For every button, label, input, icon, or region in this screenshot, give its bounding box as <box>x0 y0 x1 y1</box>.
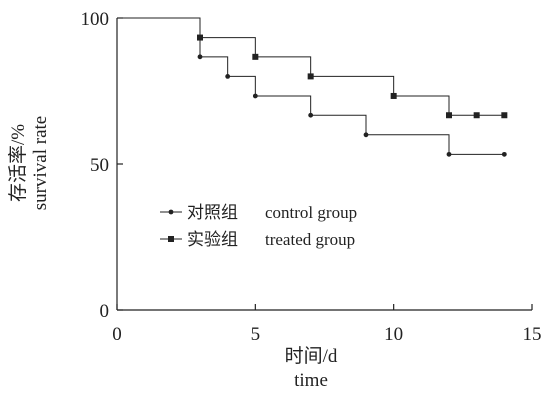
control-legend-label-en: control group <box>265 203 357 222</box>
y-axis-title-en: survival rate <box>30 116 51 210</box>
treated-point <box>446 112 452 119</box>
legend: 对照组 control group 实验组 treated group <box>160 203 357 249</box>
treated-point <box>307 73 314 80</box>
x-tick-label: 0 <box>112 324 122 345</box>
control-point <box>225 74 231 79</box>
control-point <box>501 151 507 157</box>
treated-point <box>390 92 397 99</box>
treated-legend-label-cn: 实验组 <box>187 230 238 249</box>
y-tick-label: 50 <box>90 155 109 176</box>
x-tick-label: 15 <box>523 324 542 345</box>
control-point <box>197 54 203 60</box>
x-tick-label: 5 <box>251 324 261 345</box>
x-axis-title-en: time <box>294 370 328 391</box>
control-point <box>363 132 369 138</box>
control-point <box>308 112 314 118</box>
control-legend-marker <box>168 209 174 215</box>
series-layer <box>117 17 508 157</box>
treated-point <box>197 34 203 41</box>
y-tick-label: 0 <box>100 301 110 322</box>
control-series-line <box>117 17 505 155</box>
control-point <box>252 93 258 99</box>
x-axis: 0 5 10 15 <box>112 304 542 345</box>
y-axis-title-cn: 存活率/% <box>7 124 29 202</box>
x-tick-label: 10 <box>384 324 403 345</box>
control-point <box>446 151 452 157</box>
x-axis-title-cn: 时间/d <box>285 345 338 367</box>
y-tick-label: 100 <box>81 9 110 30</box>
treated-point <box>252 53 259 60</box>
treated-legend-label-en: treated group <box>265 230 355 249</box>
treated-point <box>473 112 480 119</box>
control-legend-label-cn: 对照组 <box>187 203 238 222</box>
treated-legend-marker <box>168 236 174 242</box>
treated-point <box>501 112 508 119</box>
y-axis: 0 50 100 <box>81 9 123 322</box>
